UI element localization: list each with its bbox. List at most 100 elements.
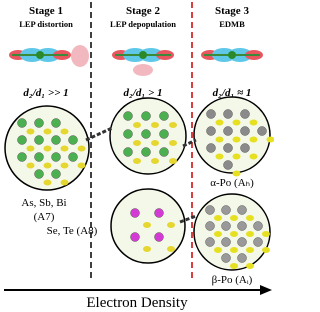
charge-density [61,163,69,169]
charge-density [27,146,35,152]
ratio: d₂/d₁ > 1 [124,87,163,99]
charge-density [250,154,258,160]
atom [35,119,44,128]
charge-density [133,140,141,146]
atom [52,119,61,128]
charge-density [214,231,222,237]
charge-density [44,163,52,169]
atom [69,136,78,145]
charge-density [133,122,141,128]
charge-density [230,247,238,253]
charge-density [262,231,270,237]
atom [206,206,215,215]
atom [206,222,215,231]
figure: Stage 1 LEP distortion Stage 2 LEP depop… [0,0,274,312]
atom [228,51,236,59]
atom [124,112,133,121]
atom [160,130,169,139]
atom [160,112,169,121]
atom [238,222,247,231]
atom [241,144,250,153]
charge-density [246,215,254,221]
charge-density [27,129,35,135]
atom [254,238,263,247]
atom [142,148,151,157]
atom [52,170,61,179]
atom [238,254,247,263]
arrow-head [260,285,272,295]
atom [258,127,267,136]
stage-subtitle: LEP distortion [19,19,73,29]
atom [131,233,140,242]
atom [18,153,27,162]
atom [207,110,216,119]
charge-density [61,180,69,186]
atom [131,209,140,218]
charge-density [133,158,141,164]
lone-pair [71,45,89,67]
charge-density [169,158,177,164]
charge-density [230,231,238,237]
atom [206,238,215,247]
atom [155,209,164,218]
charge-density [44,146,52,152]
stage-title: Stage 3 [215,5,249,17]
charge-density [169,122,177,128]
charge-density [214,215,222,221]
atom [241,127,250,136]
atom [238,238,247,247]
structure-label: Se, Te (A8) [47,225,98,237]
atom [124,148,133,157]
atom [139,51,147,59]
charge-density [216,120,224,126]
charge-density [250,120,258,126]
stage-subtitle: EDMB [219,19,245,29]
charge-density [246,231,254,237]
atom [224,144,233,153]
atom [35,153,44,162]
charge-density [143,222,151,228]
charge-density [44,129,52,135]
atom [142,130,151,139]
atom [222,206,231,215]
ratio: d₂/d₁ >> 1 [23,87,68,99]
structure-label: (A7) [34,211,55,223]
stage-title: Stage 2 [126,5,160,17]
atom [207,127,216,136]
atom [124,130,133,139]
structure-circle [194,97,270,173]
illustrations [5,45,274,270]
atom [35,170,44,179]
charge-density [143,246,151,252]
charge-density [250,137,258,143]
charge-density [262,247,270,253]
charge-density [169,140,177,146]
charge-density [167,246,175,252]
charge-density [230,263,238,269]
charge-density [151,158,159,164]
charge-density [61,146,69,152]
lone-pair [133,64,153,76]
charge-density [233,120,241,126]
atom [224,161,233,170]
atom [18,119,27,128]
stage-title: Stage 1 [29,5,63,17]
charge-density [246,247,254,253]
atom [69,153,78,162]
chain-link [86,128,112,140]
structure-label: β-Po (Aᵢ) [212,274,253,286]
charge-density [233,137,241,143]
atom [241,110,250,119]
atom [222,238,231,247]
atom [222,254,231,263]
charge-density [151,122,159,128]
atom [35,136,44,145]
atom [52,153,61,162]
atom [254,222,263,231]
atom [160,148,169,157]
atom [238,206,247,215]
charge-density [61,129,69,135]
atom [224,110,233,119]
charge-density [216,137,224,143]
atom [18,136,27,145]
